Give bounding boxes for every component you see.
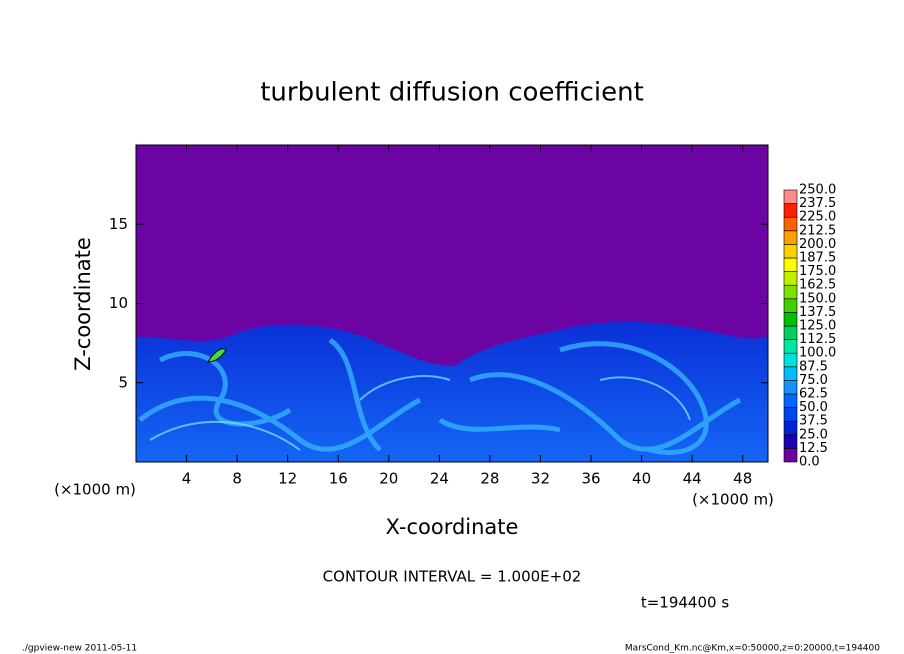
y-axis-label: Z-coordinate: [71, 237, 95, 371]
colorbar-box: [783, 298, 798, 313]
colorbar-label: 162.5: [799, 278, 836, 293]
swirls: [138, 337, 742, 456]
field: [136, 145, 768, 462]
y-tick-label: 15: [109, 215, 128, 233]
colorbar-box: [783, 366, 798, 381]
colorbar-box: [783, 203, 798, 218]
colorbar-label: 137.5: [799, 305, 836, 320]
colorbar-label: 50.0: [799, 400, 828, 415]
colorbar-label: 87.5: [799, 359, 828, 374]
footer-right: MarsCond_Km.nc@Km,x=0:50000,z=0:20000,t=…: [625, 644, 880, 654]
x-tick-label: 28: [480, 470, 499, 488]
x-tick-label: 40: [632, 470, 651, 488]
colorbar-box: [783, 434, 798, 449]
colorbar-box: [783, 420, 798, 436]
colorbar-label: 187.5: [799, 251, 836, 266]
x-tick-label: 16: [329, 470, 348, 488]
colorbar-label: 225.0: [799, 210, 836, 225]
colorbar-label: 37.5: [799, 414, 828, 429]
colorbar-label: 200.0: [799, 237, 836, 252]
colorbar-box: [783, 244, 798, 259]
colorbar-box: [783, 380, 798, 395]
colorbar-label: 100.0: [799, 346, 836, 361]
x-tick-label: 44: [683, 470, 702, 488]
y-tick-label: 5: [118, 373, 128, 391]
x-unit-left: (×1000 m): [54, 481, 136, 499]
x-tick-label: 48: [733, 470, 752, 488]
colorbar-box: [783, 448, 798, 463]
colorbar-label: 237.5: [799, 196, 836, 211]
colorbar-box: [783, 325, 798, 340]
colorbar-label: 0.0: [799, 455, 820, 470]
colorbar-label: 212.5: [799, 223, 836, 238]
colorbar-box: [783, 393, 798, 408]
x-tick-label: 36: [581, 470, 600, 488]
turbulent-layer: [136, 321, 768, 462]
colorbar-label: 150.0: [799, 291, 836, 306]
footer-left: ./gpview-new 2011-05-11: [22, 644, 137, 654]
time-label: t=194400 s: [641, 594, 729, 612]
y-tick-label: 10: [109, 294, 128, 312]
colorbar-box: [783, 271, 798, 286]
colorbar-box: [783, 284, 798, 300]
x-tick-label: 4: [182, 470, 192, 488]
x-tick-label: 8: [232, 470, 242, 488]
colorbar-label: 175.0: [799, 264, 836, 279]
colorbar-box: [783, 230, 798, 245]
colorbar-box: [783, 407, 798, 422]
colorbar-box: [783, 257, 798, 272]
colorbar-box: [783, 352, 798, 368]
x-tick-label: 20: [379, 470, 398, 488]
x-tick-label: 24: [430, 470, 449, 488]
x-tick-label: 12: [278, 470, 297, 488]
colorbar-label: 125.0: [799, 319, 836, 334]
colorbar-label: 75.0: [799, 373, 828, 388]
colorbar-label: 12.5: [799, 441, 828, 456]
swirl-highlights: [149, 375, 691, 451]
colorbar-label: 112.5: [799, 332, 836, 347]
contour-patch: [207, 348, 227, 363]
colorbar-label: 62.5: [799, 387, 828, 402]
colorbar-label: 25.0: [799, 427, 828, 442]
x-axis-label: X-coordinate: [386, 515, 519, 539]
colorbar-label: 250.0: [799, 183, 836, 198]
chart-title: turbulent diffusion coefficient: [260, 78, 644, 108]
x-tick-label: 32: [531, 470, 550, 488]
colorbar-box: [783, 339, 798, 354]
colorbar-box: [783, 216, 798, 232]
x-unit-right: (×1000 m): [692, 491, 774, 509]
colorbar-box: [783, 312, 798, 327]
contour-interval: CONTOUR INTERVAL = 1.000E+02: [323, 568, 582, 586]
colorbar-box: [783, 189, 798, 204]
